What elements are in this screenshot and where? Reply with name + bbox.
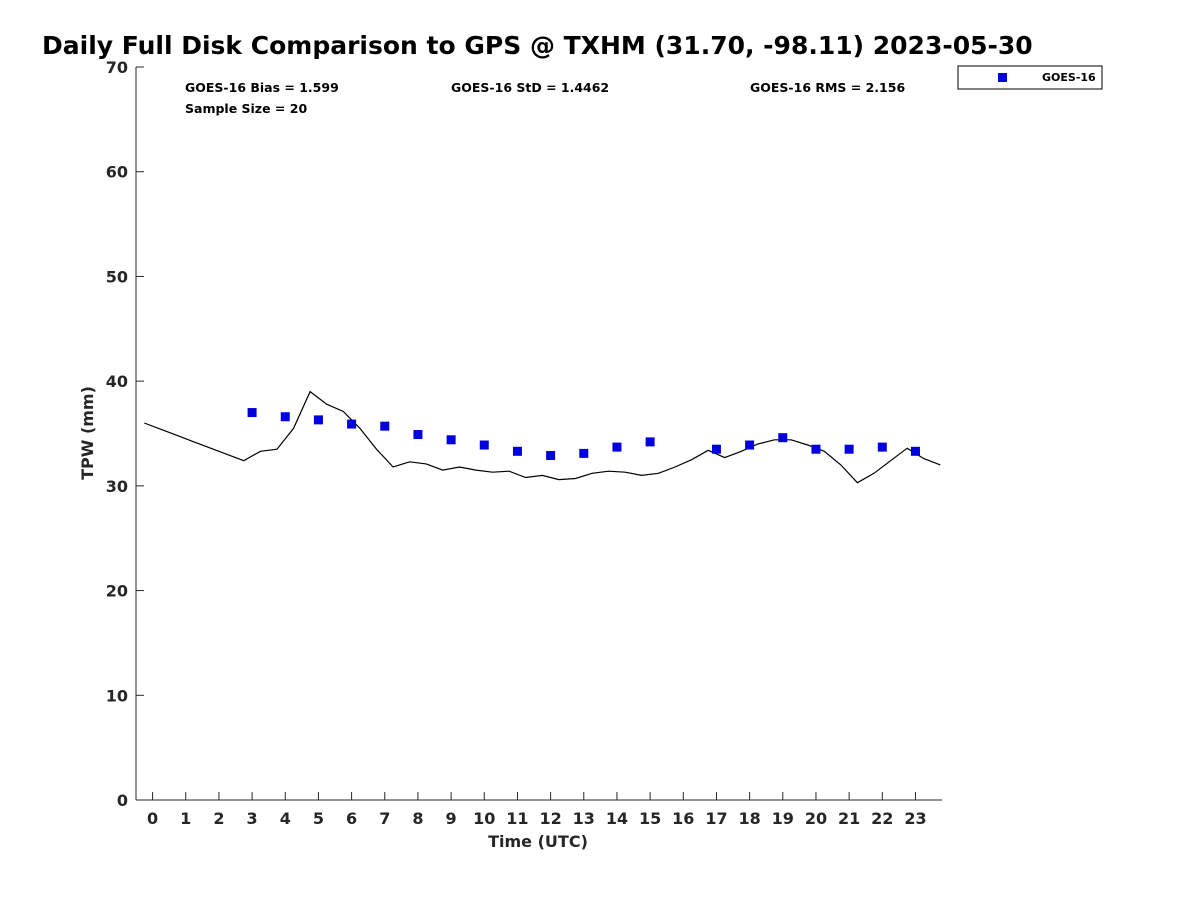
goes16-point	[280, 412, 290, 422]
x-tick-label: 13	[573, 809, 595, 828]
y-tick-label: 30	[106, 477, 128, 496]
x-tick-label: 16	[672, 809, 694, 828]
x-tick-label: 23	[904, 809, 926, 828]
y-tick-label: 50	[106, 267, 128, 286]
legend-label: GOES-16	[1042, 71, 1096, 84]
x-tick-label: 14	[606, 809, 628, 828]
goes16-point	[579, 448, 589, 458]
x-tick-label: 1	[180, 809, 191, 828]
y-tick-label: 40	[106, 372, 128, 391]
bias-stat: GOES-16 Bias = 1.599	[185, 80, 339, 95]
x-tick-label: 10	[473, 809, 495, 828]
x-tick-label: 2	[213, 809, 224, 828]
goes16-point	[446, 435, 456, 445]
goes16-point	[811, 444, 821, 454]
goes16-point	[645, 437, 655, 447]
y-axis-label: TPW (mm)	[78, 386, 97, 480]
x-axis-label: Time (UTC)	[488, 832, 588, 851]
goes16-point	[910, 446, 920, 456]
x-tick-label: 6	[346, 809, 357, 828]
y-tick-label: 0	[117, 791, 128, 810]
goes16-point	[844, 444, 854, 454]
chart-title: Daily Full Disk Comparison to GPS @ TXHM…	[42, 31, 1033, 60]
goes16-point	[380, 421, 390, 431]
goes16-point	[745, 440, 755, 450]
x-tick-label: 0	[147, 809, 158, 828]
legend: GOES-16	[957, 65, 1103, 90]
std-stat: GOES-16 StD = 1.4462	[451, 80, 609, 95]
x-tick-label: 19	[772, 809, 794, 828]
x-tick-label: 8	[412, 809, 423, 828]
goes16-point	[778, 433, 788, 443]
goes16-point	[877, 442, 887, 452]
gps-line	[144, 390, 941, 484]
x-tick-label: 9	[446, 809, 457, 828]
goes16-point	[347, 419, 357, 429]
goes16-point	[612, 442, 622, 452]
y-tick-label: 20	[106, 582, 128, 601]
legend-box	[957, 65, 1103, 90]
x-tick-label: 3	[247, 809, 258, 828]
x-tick-label: 20	[805, 809, 827, 828]
goes16-point	[247, 408, 257, 418]
x-tick-label: 5	[313, 809, 324, 828]
goes16-point	[546, 450, 556, 460]
x-tick-label: 7	[379, 809, 390, 828]
x-tick-label: 15	[639, 809, 661, 828]
y-tick-label: 60	[106, 163, 128, 182]
y-tick-label: 70	[106, 58, 128, 77]
gps-line-series	[144, 390, 941, 484]
x-ticks: 0 1 2 3 4 5 6 7 8 9 10 11 12 13 14 15 16 17 18 19 20 21 22 23	[147, 792, 927, 828]
goes16-point	[413, 430, 423, 440]
goes16-point	[711, 444, 721, 454]
x-tick-label: 4	[280, 809, 291, 828]
x-tick-label: 21	[838, 809, 860, 828]
x-tick-label: 12	[539, 809, 561, 828]
x-tick-label: 11	[506, 809, 528, 828]
x-tick-label: 22	[871, 809, 893, 828]
legend-marker	[998, 73, 1007, 82]
rms-stat: GOES-16 RMS = 2.156	[750, 80, 905, 95]
sample-size-stat: Sample Size = 20	[185, 101, 307, 116]
goes16-point	[512, 446, 522, 456]
x-tick-label: 17	[705, 809, 727, 828]
x-tick-label: 18	[738, 809, 760, 828]
goes16-scatter-series	[247, 408, 920, 460]
goes16-point	[479, 440, 489, 450]
y-ticks: 0 10 20 30 40 50 60 70	[106, 58, 144, 810]
y-tick-label: 10	[106, 686, 128, 705]
goes16-point	[313, 415, 323, 425]
